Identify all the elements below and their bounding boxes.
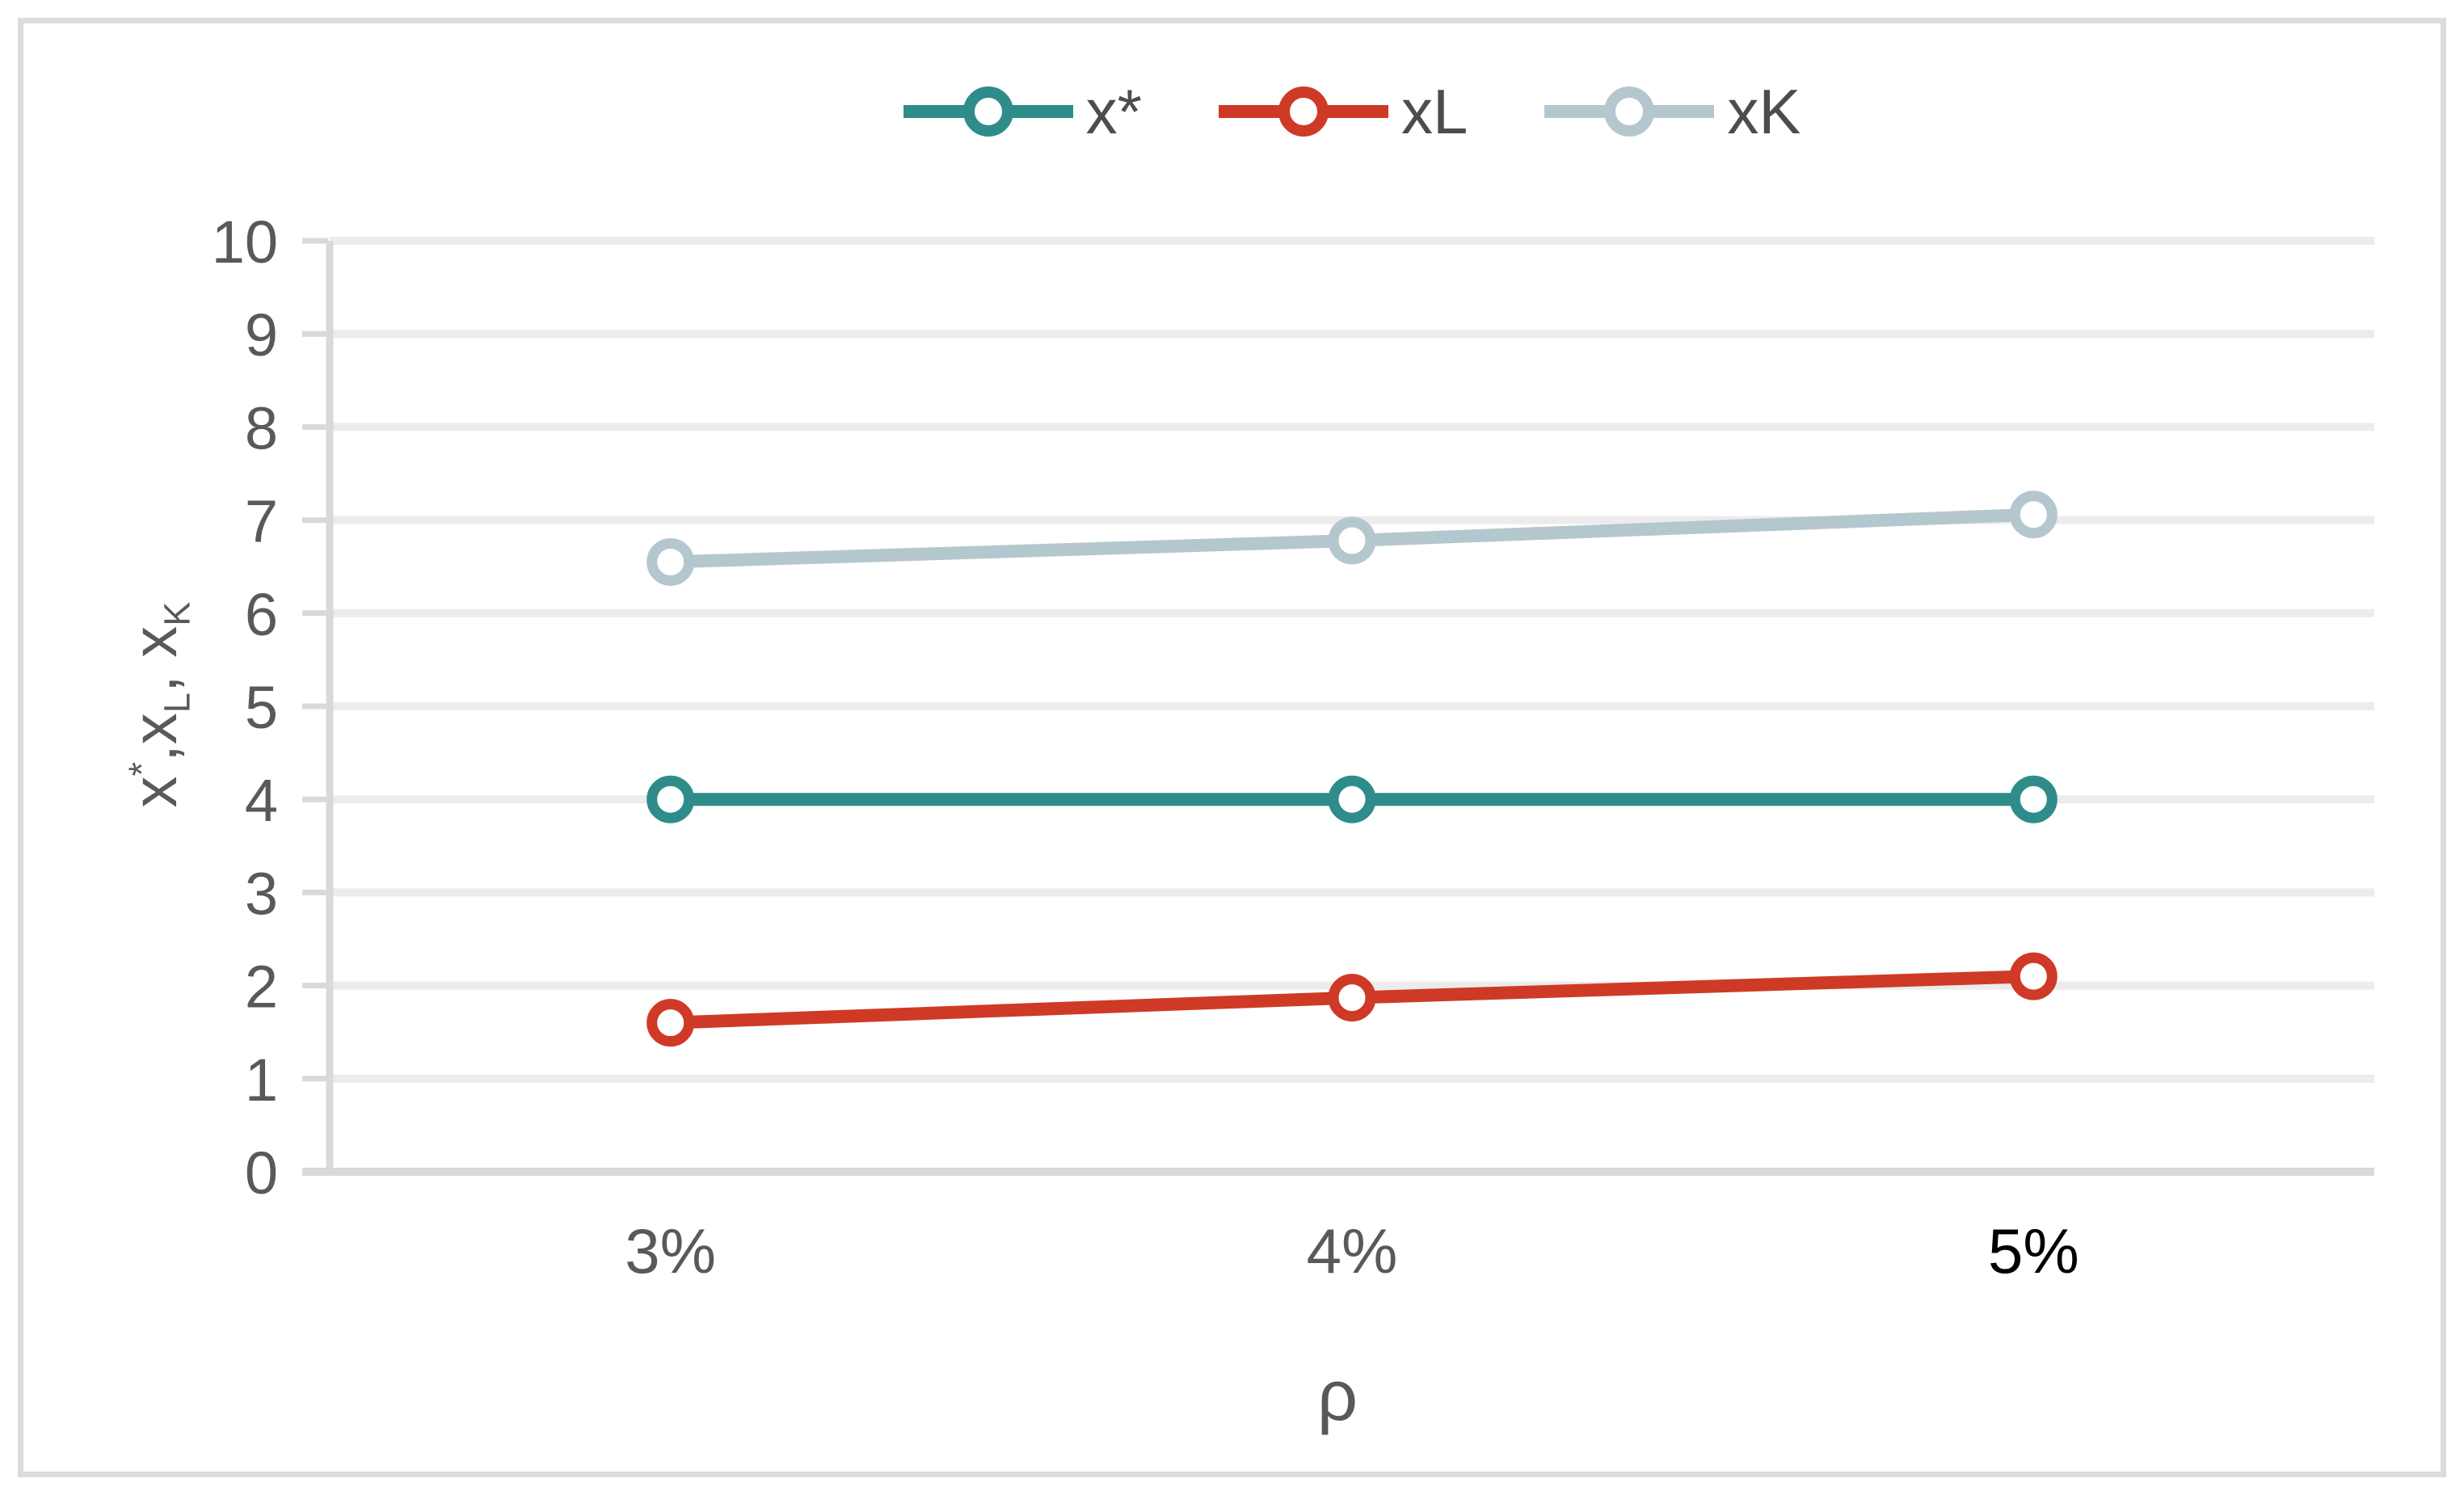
y-tick-label: 9 [245,301,278,368]
data-point-xL-4% [1328,974,1376,1022]
data-point-x*-3% [647,775,695,823]
y-tick-label: 1 [245,1046,278,1114]
data-point-x*-5% [2009,775,2058,823]
y-tick-label: 10 [212,208,278,276]
y-tick-label: 7 [245,488,278,555]
legend-item-xstar: x* [903,75,1142,148]
legend-marker-xstar-icon [903,86,1073,137]
y-tick-label: 5 [245,674,278,741]
data-point-xK-3% [647,537,695,586]
legend-item-xk: xK [1544,75,1801,148]
legend-item-xl: xL [1218,75,1468,148]
x-tick-label: 3% [625,1215,716,1287]
legend-marker-xk-icon [1544,86,1715,137]
data-point-x*-4% [1328,775,1376,823]
y-tick-label: 6 [245,581,278,648]
data-point-xK-4% [1328,516,1376,565]
legend-marker-xl-icon [1218,86,1388,137]
figure-border [18,18,2446,1477]
x-axis-title: ρ [1316,1355,1358,1435]
x-tick-label: 5% [1988,1215,2079,1287]
y-tick-label: 4 [245,767,278,834]
y-tick-label: 2 [245,954,278,1021]
legend-label-xl: xL [1400,76,1468,147]
legend-label-xstar: x* [1085,76,1142,147]
data-point-xL-3% [647,999,695,1047]
legend: x* xL xK [330,71,2374,152]
y-tick-label: 8 [245,394,278,461]
y-tick-label: 3 [245,860,278,927]
x-tick-label: 4% [1307,1215,1398,1287]
y-axis-title: x*,xL, xK [119,601,198,808]
data-point-xL-5% [2009,952,2058,1000]
legend-label-xk: xK [1727,76,1801,147]
data-point-xK-5% [2009,491,2058,539]
y-tick-label: 0 [245,1139,278,1207]
